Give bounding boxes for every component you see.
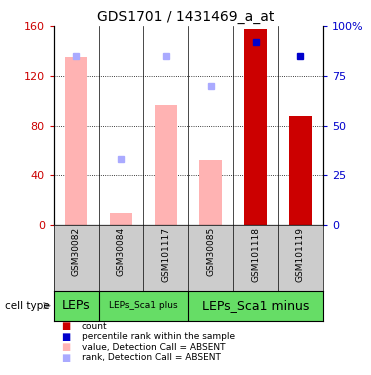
Text: ■: ■ [61,332,70,342]
Text: GDS1701 / 1431469_a_at: GDS1701 / 1431469_a_at [97,10,274,24]
Text: ■: ■ [61,321,70,331]
Bar [155,105,177,225]
Bar [289,116,312,225]
Text: ■: ■ [61,342,70,352]
Text: GSM101118: GSM101118 [251,227,260,282]
Text: value, Detection Call = ABSENT: value, Detection Call = ABSENT [82,343,225,352]
Text: GSM30085: GSM30085 [206,227,215,276]
Text: GSM30084: GSM30084 [116,227,125,276]
Text: percentile rank within the sample: percentile rank within the sample [82,332,235,341]
Text: GSM101117: GSM101117 [161,227,170,282]
Text: rank, Detection Call = ABSENT: rank, Detection Call = ABSENT [82,353,220,362]
Text: GSM30082: GSM30082 [72,227,81,276]
Bar [200,160,222,225]
Text: GSM101119: GSM101119 [296,227,305,282]
Text: LEPs_Sca1 minus: LEPs_Sca1 minus [202,299,309,312]
Text: ■: ■ [61,353,70,363]
Text: LEPs: LEPs [62,299,91,312]
Bar [110,213,132,225]
Text: LEPs_Sca1 plus: LEPs_Sca1 plus [109,301,178,310]
Text: cell type: cell type [6,301,50,310]
Bar [65,57,88,225]
Bar [244,29,267,225]
Text: count: count [82,322,107,331]
